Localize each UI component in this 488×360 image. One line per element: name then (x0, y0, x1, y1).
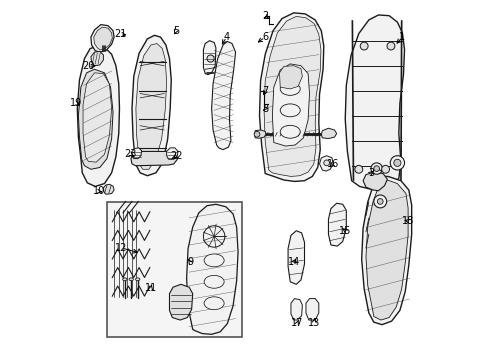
Polygon shape (211, 41, 235, 150)
Ellipse shape (129, 278, 133, 281)
Polygon shape (91, 24, 114, 52)
Text: 3: 3 (367, 168, 374, 178)
Ellipse shape (280, 82, 300, 95)
Ellipse shape (354, 165, 362, 173)
FancyBboxPatch shape (107, 202, 242, 337)
Ellipse shape (360, 42, 367, 50)
Text: 22: 22 (170, 151, 183, 161)
Ellipse shape (203, 275, 224, 288)
Polygon shape (264, 17, 320, 176)
Text: 4: 4 (223, 32, 229, 42)
Polygon shape (259, 13, 323, 181)
Polygon shape (136, 44, 166, 169)
Text: 10: 10 (92, 186, 104, 197)
Polygon shape (77, 46, 119, 186)
Text: 18: 18 (401, 216, 413, 226)
Ellipse shape (122, 278, 127, 281)
Polygon shape (319, 156, 332, 171)
Polygon shape (91, 51, 103, 66)
Text: 16: 16 (326, 159, 339, 169)
Text: 19: 19 (70, 98, 82, 108)
Polygon shape (365, 180, 407, 320)
Polygon shape (131, 148, 142, 158)
Polygon shape (186, 204, 238, 334)
Polygon shape (203, 41, 216, 75)
Text: 23: 23 (124, 149, 137, 159)
Text: 8: 8 (262, 104, 268, 113)
Ellipse shape (280, 125, 300, 138)
Text: 13: 13 (307, 318, 320, 328)
Polygon shape (83, 73, 111, 162)
Polygon shape (305, 298, 318, 320)
Polygon shape (361, 176, 411, 325)
Polygon shape (94, 27, 112, 50)
Polygon shape (328, 203, 346, 246)
Text: 6: 6 (262, 32, 268, 42)
Polygon shape (279, 66, 302, 89)
Text: 5: 5 (172, 26, 179, 36)
Text: 21: 21 (114, 29, 126, 39)
Ellipse shape (203, 297, 224, 310)
Polygon shape (132, 35, 171, 176)
Polygon shape (254, 130, 265, 138)
Ellipse shape (280, 104, 300, 117)
Ellipse shape (206, 55, 214, 62)
Ellipse shape (377, 199, 382, 204)
Text: 14: 14 (287, 257, 299, 267)
Ellipse shape (389, 156, 404, 170)
Ellipse shape (373, 195, 386, 208)
Polygon shape (321, 128, 336, 139)
Text: 15: 15 (338, 226, 351, 236)
Ellipse shape (393, 159, 400, 166)
Polygon shape (363, 172, 386, 191)
Ellipse shape (323, 160, 329, 166)
Text: 11: 11 (144, 283, 157, 293)
Ellipse shape (373, 166, 379, 171)
Polygon shape (131, 152, 177, 166)
Text: 12: 12 (115, 243, 127, 253)
Polygon shape (287, 231, 304, 284)
Text: 9: 9 (187, 257, 193, 267)
Polygon shape (166, 148, 178, 159)
Polygon shape (290, 298, 302, 320)
Ellipse shape (135, 278, 140, 281)
Polygon shape (78, 69, 113, 169)
Ellipse shape (254, 131, 259, 137)
Text: 20: 20 (81, 62, 94, 71)
Polygon shape (345, 15, 404, 190)
Text: 1: 1 (399, 32, 405, 42)
Polygon shape (272, 64, 309, 146)
Polygon shape (103, 184, 114, 194)
Text: 17: 17 (290, 318, 303, 328)
Ellipse shape (203, 254, 224, 267)
Text: 2: 2 (262, 11, 268, 21)
Ellipse shape (386, 42, 394, 50)
Ellipse shape (381, 165, 389, 173)
Polygon shape (169, 284, 192, 320)
Ellipse shape (370, 163, 382, 174)
Text: 7: 7 (262, 86, 268, 96)
